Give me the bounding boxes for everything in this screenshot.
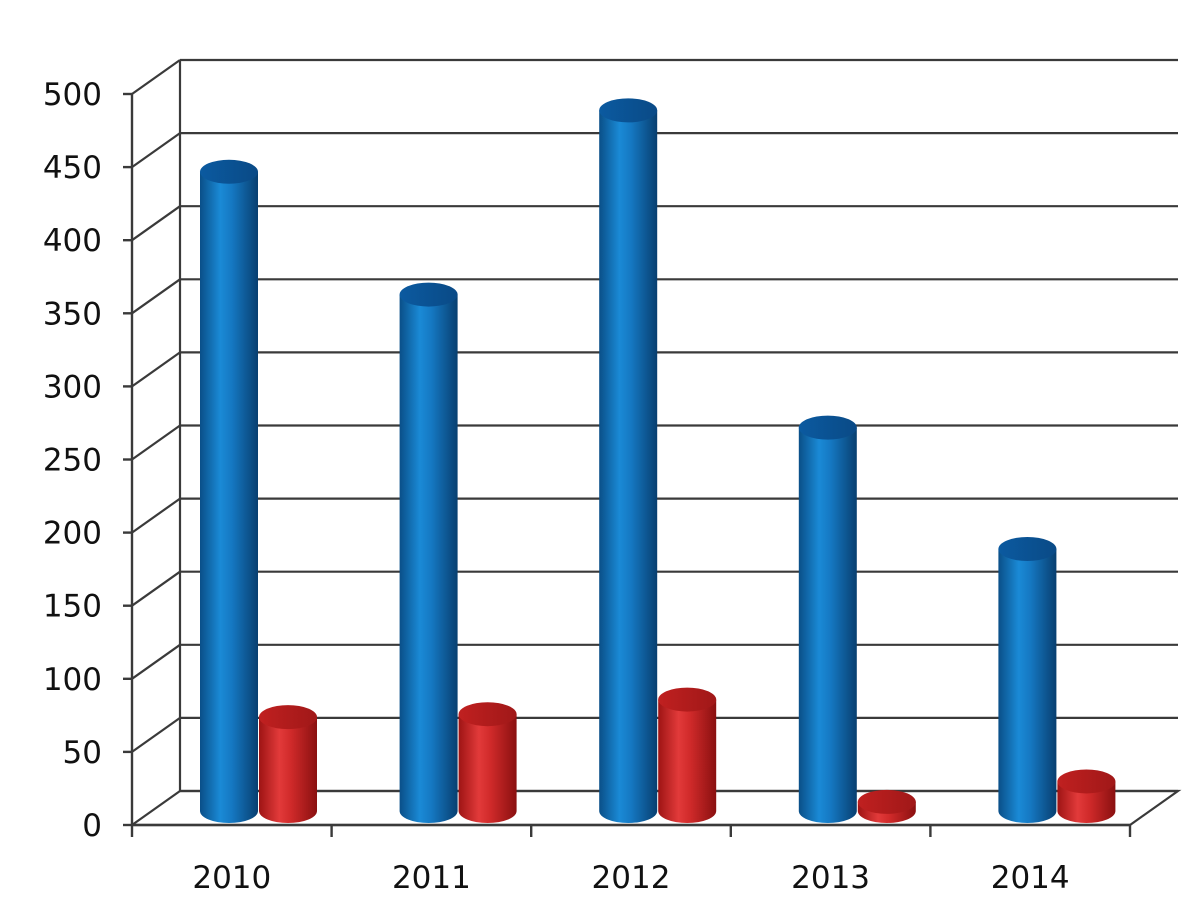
y-tick-label: 400 bbox=[43, 223, 102, 259]
bar-top bbox=[200, 159, 258, 184]
gridline-side-300 bbox=[131, 351, 181, 388]
y-tick-label: 150 bbox=[43, 589, 102, 625]
y-tick-label: 250 bbox=[43, 443, 102, 479]
gridline-side-50 bbox=[131, 717, 181, 753]
axes bbox=[123, 92, 1132, 837]
bar-body bbox=[599, 110, 658, 824]
gridline-side-500 bbox=[131, 59, 181, 95]
bar-2011-series-2 bbox=[458, 702, 517, 823]
bar-2013-series-2 bbox=[857, 789, 916, 823]
gridline-side-400 bbox=[131, 205, 181, 242]
bar-top bbox=[399, 282, 458, 307]
y-tick-label: 0 bbox=[82, 808, 102, 844]
bar-top bbox=[658, 687, 717, 712]
y-tick-label: 450 bbox=[43, 150, 102, 186]
bar-2012-series-2 bbox=[658, 687, 717, 823]
bar-body bbox=[998, 548, 1057, 823]
bar-top bbox=[798, 415, 857, 440]
y-tick-label: 300 bbox=[43, 369, 102, 405]
y-tick-label: 50 bbox=[63, 735, 102, 771]
bar-top bbox=[458, 702, 517, 727]
bar-top bbox=[998, 536, 1057, 561]
bar-2012-series-1 bbox=[599, 98, 658, 824]
x-tick-label: 2011 bbox=[392, 860, 471, 896]
bar-top bbox=[599, 98, 658, 123]
bar-body bbox=[259, 717, 317, 823]
x-tick-label: 2014 bbox=[991, 860, 1070, 896]
bars bbox=[200, 98, 1116, 824]
bar-body bbox=[658, 699, 717, 823]
bar-2014-series-2 bbox=[1057, 769, 1116, 823]
y-tick-label: 100 bbox=[43, 662, 102, 698]
x-tick-label: 2012 bbox=[592, 860, 671, 896]
gridline-side-100 bbox=[131, 643, 181, 680]
gridline-side-150 bbox=[131, 570, 181, 607]
bar-2013-series-1 bbox=[798, 415, 857, 823]
gridline-side-350 bbox=[131, 278, 181, 315]
bar-2014-series-1 bbox=[998, 536, 1057, 823]
bar-top bbox=[857, 789, 916, 814]
y-tick-label: 200 bbox=[43, 516, 102, 552]
y-tick-label: 350 bbox=[43, 296, 102, 332]
bar-2010-series-1 bbox=[200, 159, 258, 824]
gridline-side-250 bbox=[131, 424, 181, 461]
x-tick-label: 2013 bbox=[791, 860, 870, 896]
bar-2010-series-2 bbox=[259, 705, 317, 823]
y-tick-label: 500 bbox=[43, 77, 102, 113]
bar-body bbox=[458, 714, 517, 823]
x-tick-label: 2010 bbox=[192, 860, 271, 896]
bar-body bbox=[798, 427, 857, 823]
bar-top bbox=[259, 705, 317, 730]
bar-2011-series-1 bbox=[399, 282, 458, 823]
tick-labels: 0 50 100 150 200 250 300 350 400 450 500 2010 2011 20… bbox=[43, 77, 1070, 896]
bar-body bbox=[399, 294, 458, 823]
gridline-side-450 bbox=[131, 132, 181, 168]
gridline-side-200 bbox=[131, 497, 181, 534]
bar-top bbox=[1057, 769, 1116, 794]
gridline-side-0 bbox=[131, 790, 181, 826]
bar-body bbox=[200, 171, 258, 824]
